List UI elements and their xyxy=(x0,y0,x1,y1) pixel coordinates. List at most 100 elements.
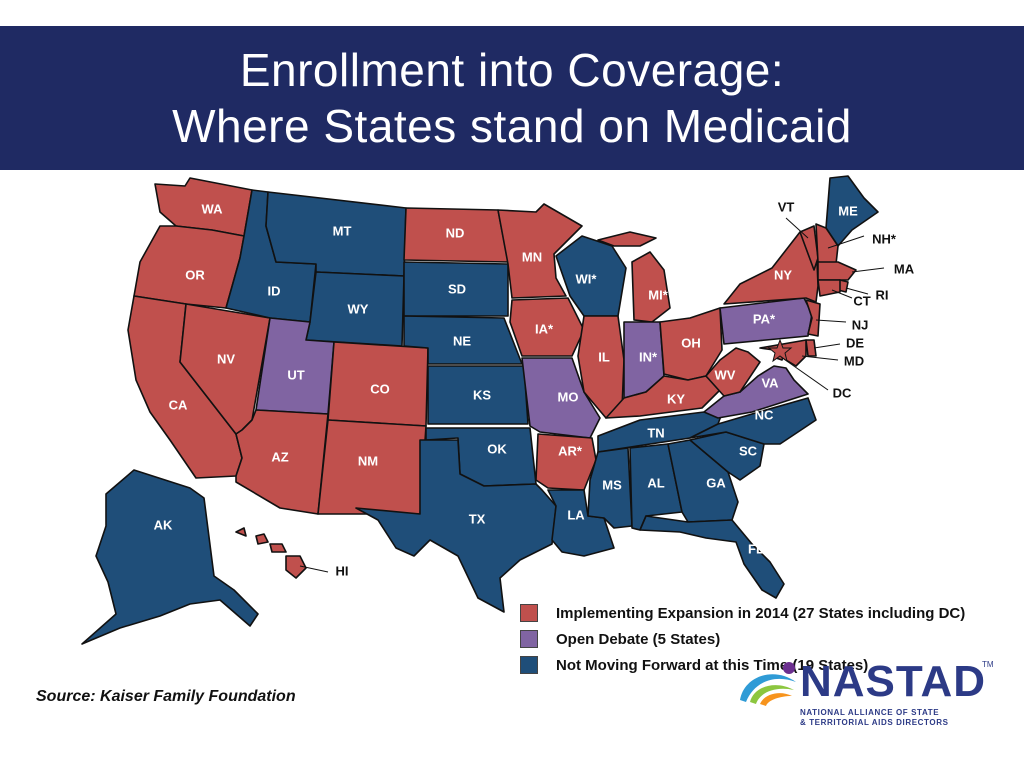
state-ia[interactable] xyxy=(509,297,585,357)
state-label-nc: NC xyxy=(755,407,774,422)
state-label-ny: NY xyxy=(774,267,792,282)
state-fl[interactable] xyxy=(639,515,785,599)
state-me[interactable] xyxy=(825,175,879,247)
state-label-id: ID xyxy=(268,283,281,298)
state-label-vt: VT xyxy=(778,199,795,214)
state-label-md: MD xyxy=(844,353,864,368)
state-label-de: DE xyxy=(846,335,864,350)
state-label-ok: OK xyxy=(487,441,507,456)
leader-line-de xyxy=(813,343,841,349)
state-label-ky: KY xyxy=(667,391,685,406)
logo-subtitle: NATIONAL ALLIANCE OF STATE & TERRITORIAL… xyxy=(800,708,949,728)
legend-swatch-not-moving xyxy=(520,656,538,674)
logo-trademark: TM xyxy=(982,660,994,669)
legend-item-expansion: Implementing Expansion in 2014 (27 State… xyxy=(520,600,965,626)
state-nc[interactable] xyxy=(689,397,817,445)
state-wv[interactable] xyxy=(705,347,761,397)
state-label-ut: UT xyxy=(287,367,304,382)
state-mo[interactable] xyxy=(521,357,601,439)
leader-line-vt xyxy=(785,217,809,239)
state-label-ne: NE xyxy=(453,333,471,348)
leader-line-ri xyxy=(845,287,869,295)
state-labels: WA OR CA NV ID MT WY UT AZ CO NM ND SD NE KS OK TX MN IA* M… xyxy=(154,199,915,578)
state-mi[interactable] xyxy=(597,231,671,323)
state-label-wv: WV xyxy=(715,367,736,382)
state-ms[interactable] xyxy=(587,447,633,529)
state-label-ak: AK xyxy=(154,517,173,532)
state-label-wa: WA xyxy=(202,201,224,216)
state-label-mi: MI* xyxy=(648,287,668,302)
state-label-ar: AR* xyxy=(558,443,583,458)
state-label-me: ME xyxy=(838,203,858,218)
state-shapes xyxy=(81,175,879,645)
state-label-ma: MA xyxy=(894,261,915,276)
state-wi[interactable] xyxy=(555,235,627,317)
legend-swatch-expansion xyxy=(520,604,538,622)
state-label-mo: MO xyxy=(558,389,579,404)
title-line-1: Enrollment into Coverage: xyxy=(239,44,785,96)
state-ky[interactable] xyxy=(605,375,721,419)
state-ak[interactable] xyxy=(81,469,259,645)
state-mn[interactable] xyxy=(497,203,583,299)
state-label-la: LA xyxy=(567,507,585,522)
state-label-nj: NJ xyxy=(852,317,869,332)
leader-line-nh xyxy=(827,235,865,249)
state-label-az: AZ xyxy=(271,449,288,464)
leader-lines xyxy=(299,217,885,573)
state-ks[interactable] xyxy=(427,365,529,425)
state-sd[interactable] xyxy=(403,261,509,317)
state-label-wy: WY xyxy=(348,301,369,316)
logo-emblem-icon xyxy=(740,662,796,706)
capital-star-icon xyxy=(767,338,793,363)
state-label-nh: NH* xyxy=(872,231,897,246)
state-oh[interactable] xyxy=(659,307,723,381)
logo-wordmark: NASTAD xyxy=(800,657,987,706)
state-ma[interactable] xyxy=(817,261,857,281)
leader-line-dc xyxy=(780,356,829,391)
legend-item-debate: Open Debate (5 States) xyxy=(520,626,965,652)
title-line-2: Where States stand on Medicaid xyxy=(172,100,852,152)
state-ct[interactable] xyxy=(817,279,841,297)
leader-line-ma xyxy=(851,267,885,273)
state-label-sd: SD xyxy=(448,281,466,296)
logo-subtitle-line-2: & TERRITORIAL AIDS DIRECTORS xyxy=(800,718,949,727)
state-nh[interactable] xyxy=(815,223,839,265)
state-label-or: OR xyxy=(185,267,205,282)
state-label-wi: WI* xyxy=(576,271,598,286)
state-label-co: CO xyxy=(370,381,390,396)
state-ne[interactable] xyxy=(403,315,523,365)
state-label-nv: NV xyxy=(217,351,235,366)
legend-label-expansion: Implementing Expansion in 2014 (27 State… xyxy=(556,604,966,622)
state-label-in: IN* xyxy=(639,349,658,364)
state-label-ga: GA xyxy=(706,475,726,490)
logo-subtitle-line-1: NATIONAL ALLIANCE OF STATE xyxy=(800,708,940,717)
state-label-ct: CT xyxy=(853,293,870,308)
leader-line-hi xyxy=(299,565,329,573)
state-label-pa: PA* xyxy=(753,311,776,326)
state-label-ia: IA* xyxy=(535,321,554,336)
state-label-tx: TX xyxy=(469,511,486,526)
state-de[interactable] xyxy=(805,339,817,357)
state-tx[interactable] xyxy=(355,439,557,613)
state-label-al: AL xyxy=(647,475,664,490)
state-label-ca: CA xyxy=(169,397,188,412)
state-nj[interactable] xyxy=(805,299,821,337)
state-label-nd: ND xyxy=(446,225,465,240)
state-hi[interactable] xyxy=(235,527,307,579)
state-la[interactable] xyxy=(547,489,615,557)
state-label-ks: KS xyxy=(473,387,491,402)
legend-swatch-debate xyxy=(520,630,538,648)
state-label-hi: HI xyxy=(336,563,349,578)
state-label-sc: SC xyxy=(739,443,758,458)
source-caption: Source: Kaiser Family Foundation xyxy=(36,688,296,705)
state-ar[interactable] xyxy=(535,433,597,491)
state-label-ri: RI xyxy=(876,287,889,302)
state-label-nm: NM xyxy=(358,453,378,468)
state-label-tn: TN xyxy=(647,425,664,440)
state-label-ms: MS xyxy=(602,477,622,492)
state-label-mt: MT xyxy=(333,223,352,238)
state-label-mn: MN xyxy=(522,249,542,264)
nastad-logo: NASTAD TM NATIONAL ALLIANCE OF STATE & T… xyxy=(734,656,996,730)
title-banner: Enrollment into Coverage: Where States s… xyxy=(0,26,1024,170)
leader-line-ct xyxy=(831,289,853,299)
